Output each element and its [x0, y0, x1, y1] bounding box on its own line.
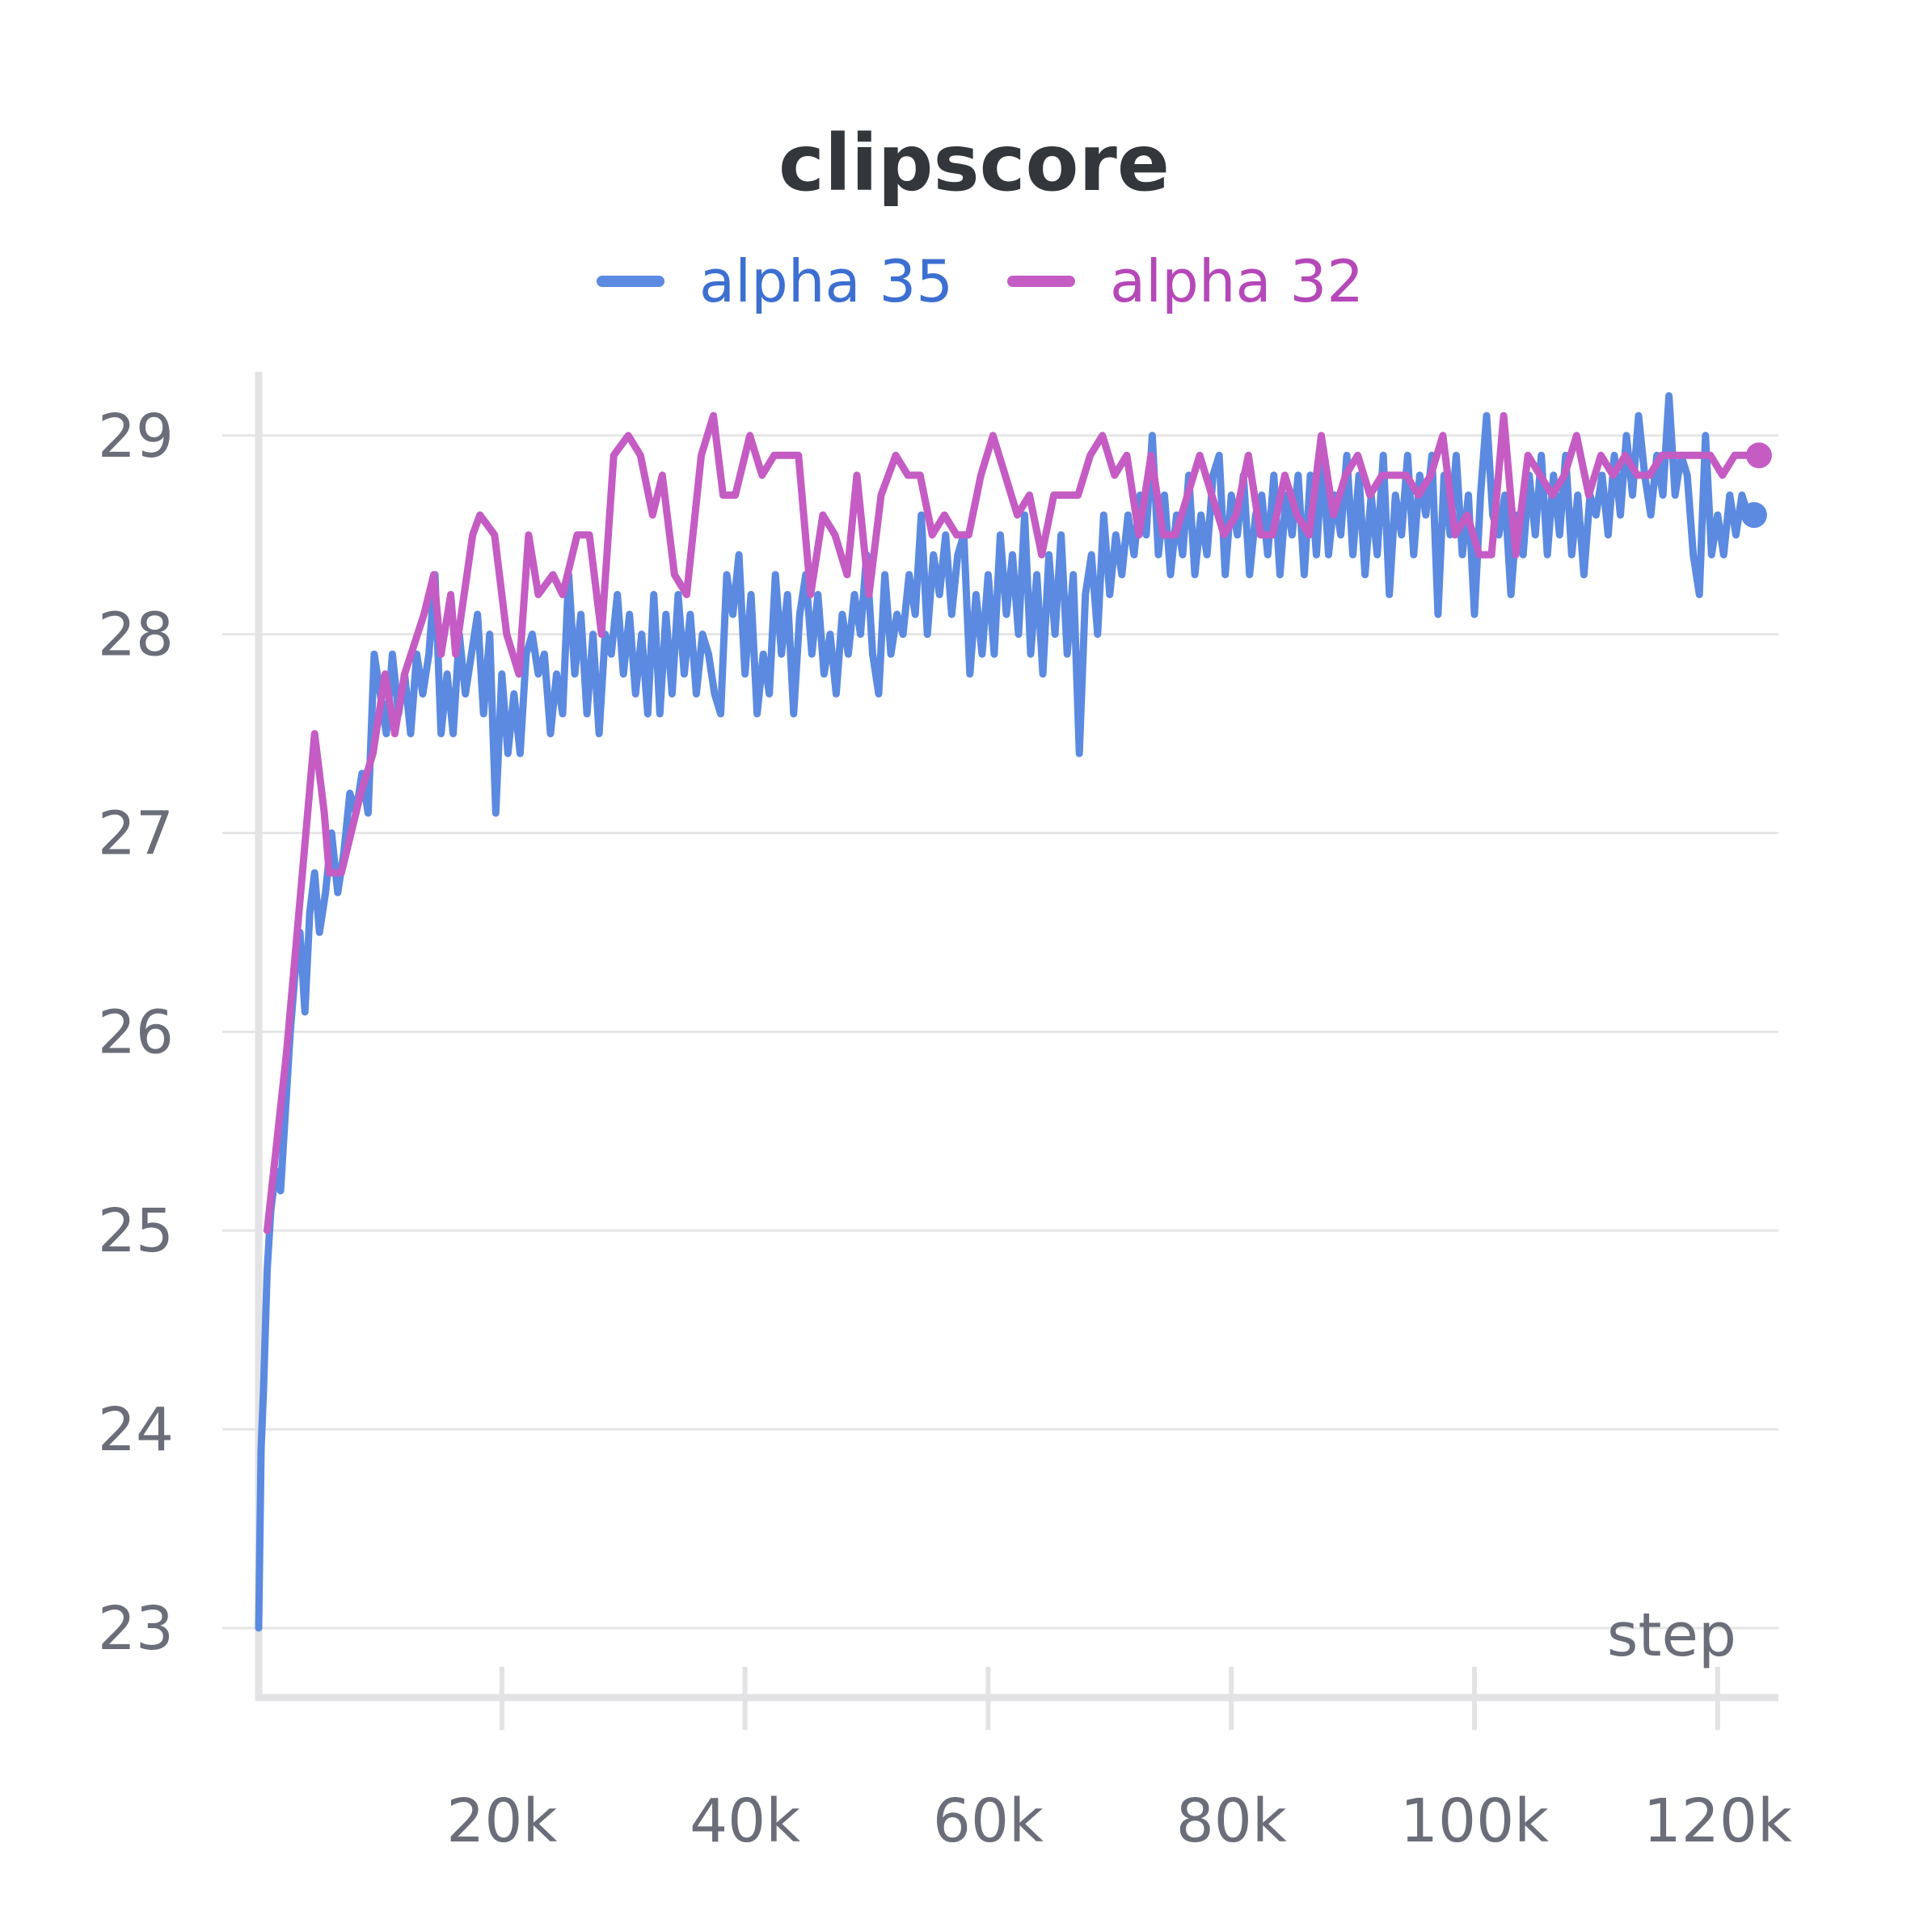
y-tick-label: 28 — [98, 601, 174, 670]
x-tick-label: 100k — [1400, 1786, 1549, 1856]
series-lines — [255, 392, 1772, 1632]
gridlines — [222, 434, 1778, 1630]
x-tick-label: 40k — [690, 1786, 800, 1856]
y-tick-label: 27 — [98, 799, 174, 868]
y-tick-label: 23 — [98, 1594, 174, 1664]
series-line-alpha-32 — [264, 411, 1763, 1234]
legend-label-alpha-35: alpha 35 — [699, 247, 953, 315]
series-line-alpha-35 — [255, 392, 1758, 1632]
x-tick-label: 20k — [446, 1786, 557, 1856]
x-tick-label: 60k — [933, 1786, 1044, 1856]
series-end-marker-alpha-32 — [1745, 442, 1772, 469]
legend: alpha 35 alpha 32 — [597, 247, 1364, 315]
y-tick-label: 25 — [98, 1196, 174, 1266]
y-tick-label: 24 — [98, 1395, 174, 1465]
y-tick-label: 29 — [98, 402, 174, 471]
x-axis-title: step — [1607, 1601, 1736, 1670]
series-end-marker-alpha-35 — [1740, 502, 1767, 529]
x-tick-label: 120k — [1643, 1786, 1792, 1856]
x-tick-label: 80k — [1176, 1786, 1287, 1856]
legend-label-alpha-32: alpha 32 — [1110, 247, 1364, 315]
chart-title: clipscore — [778, 118, 1170, 209]
tick-labels: 23 24 25 26 27 28 29 20k 40k 60k 80k 100k 120k — [98, 402, 1792, 1856]
y-tick-label: 26 — [98, 998, 174, 1067]
